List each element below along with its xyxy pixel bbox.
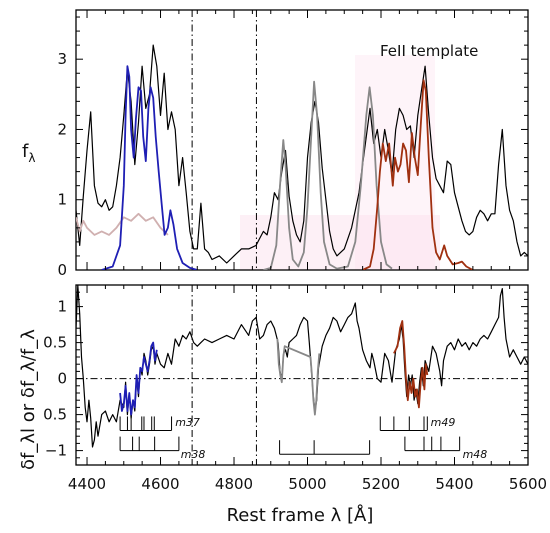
bottom-y-ticks: −1 0.5 0 0.5 1	[43, 291, 528, 460]
bottom-ytick-label-2: 0	[57, 370, 67, 388]
top-y-ticks: 0 1 2 3	[57, 16, 528, 279]
multiplet-m48-label: m48	[463, 448, 488, 461]
bottom-y-axis-title: δf_λl or δf_λ/f_λ	[18, 329, 39, 470]
bottom-x-ticks: 4400 4600 4800 5000 5200 5400 5600	[68, 285, 547, 493]
xtick-label-5400: 5400	[435, 475, 473, 493]
top-ytick-label-1: 1	[57, 191, 67, 209]
top-y-axis-title: fλ	[22, 141, 35, 165]
bottom-ytick-label-0: −1	[45, 442, 67, 460]
feii-template-annotation: FeII template	[380, 42, 478, 60]
top-panel-frame	[75, 9, 529, 271]
xtick-label-4400: 4400	[68, 475, 106, 493]
top-series-feii-m37-m38	[101, 65, 198, 270]
top-ytick-label-0: 0	[57, 261, 67, 279]
multiplet-m38-label: m38	[181, 448, 206, 461]
top-series	[76, 44, 528, 270]
multiplet-m49-label: m49	[431, 416, 456, 429]
bottom-series-feii-m42-residual	[276, 338, 321, 416]
top-y-axis-title-main: f	[22, 141, 29, 162]
top-panel: 0 1 2 3 FeII template fλ	[22, 9, 529, 279]
bottom-vlines	[191, 285, 257, 465]
top-series-feii-m42	[263, 80, 393, 270]
xtick-label-4600: 4600	[141, 475, 179, 493]
xtick-label-4800: 4800	[215, 475, 253, 493]
x-axis-title: Rest frame λ [Å]	[227, 504, 374, 526]
xtick-label-5200: 5200	[362, 475, 400, 493]
bottom-ytick-label-3: 0.5	[43, 334, 67, 352]
top-ytick-label-2: 2	[57, 120, 67, 138]
top-ytick-label-3: 3	[57, 50, 67, 68]
bottom-series	[76, 285, 528, 448]
bottom-panel-frame	[75, 284, 529, 466]
bottom-series-feii-m37-m38-residual	[119, 341, 158, 416]
top-y-axis-title-sub: λ	[28, 151, 35, 165]
top-series-observed	[76, 44, 528, 264]
top-series-feii-m48-m49	[362, 79, 474, 270]
top-series-model	[76, 212, 169, 236]
xtick-label-5600: 5600	[509, 475, 547, 493]
bottom-series-feii-m48-m49-residual	[393, 320, 429, 409]
multiplet-m37-label: m37	[175, 416, 200, 429]
bottom-ytick-label-1: 0.5	[43, 406, 67, 424]
bottom-ytick-label-4: 1	[57, 298, 67, 316]
top-x-ticks	[86, 10, 529, 270]
bottom-series-residual	[76, 285, 528, 448]
xtick-label-5000: 5000	[288, 475, 326, 493]
